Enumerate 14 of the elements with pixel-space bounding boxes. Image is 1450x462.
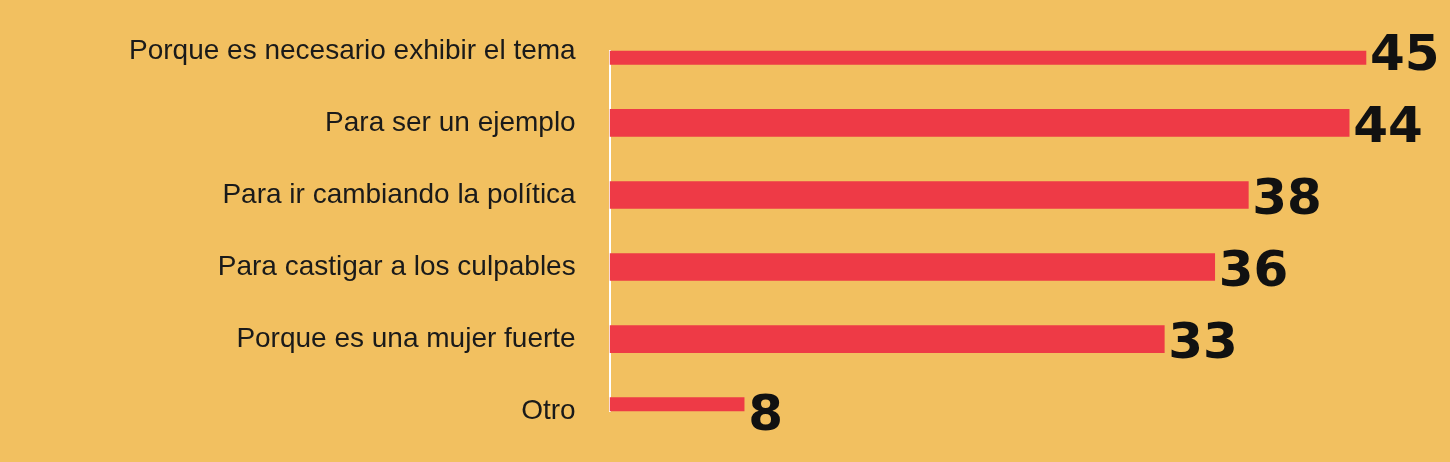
data-label: 33	[1168, 312, 1238, 371]
data-label: 44	[1353, 95, 1423, 154]
y-tick-label: Para ir cambiando la política	[222, 177, 577, 209]
y-tick-label: Otro	[521, 393, 576, 425]
data-label: 38	[1252, 167, 1322, 226]
y-tick-label: Para ser un ejemplo	[325, 105, 576, 137]
y-tick-label: Porque es una mujer fuerte	[236, 321, 576, 353]
y-tick-label: Para castigar a los culpables	[217, 249, 576, 281]
y-tick-label: Porque es necesario exhibir el tema	[129, 33, 577, 65]
bar	[609, 181, 1249, 209]
bar	[609, 253, 1216, 281]
data-label: 36	[1218, 240, 1289, 299]
data-label: 45	[1369, 23, 1440, 82]
data-label: 8	[748, 384, 783, 443]
